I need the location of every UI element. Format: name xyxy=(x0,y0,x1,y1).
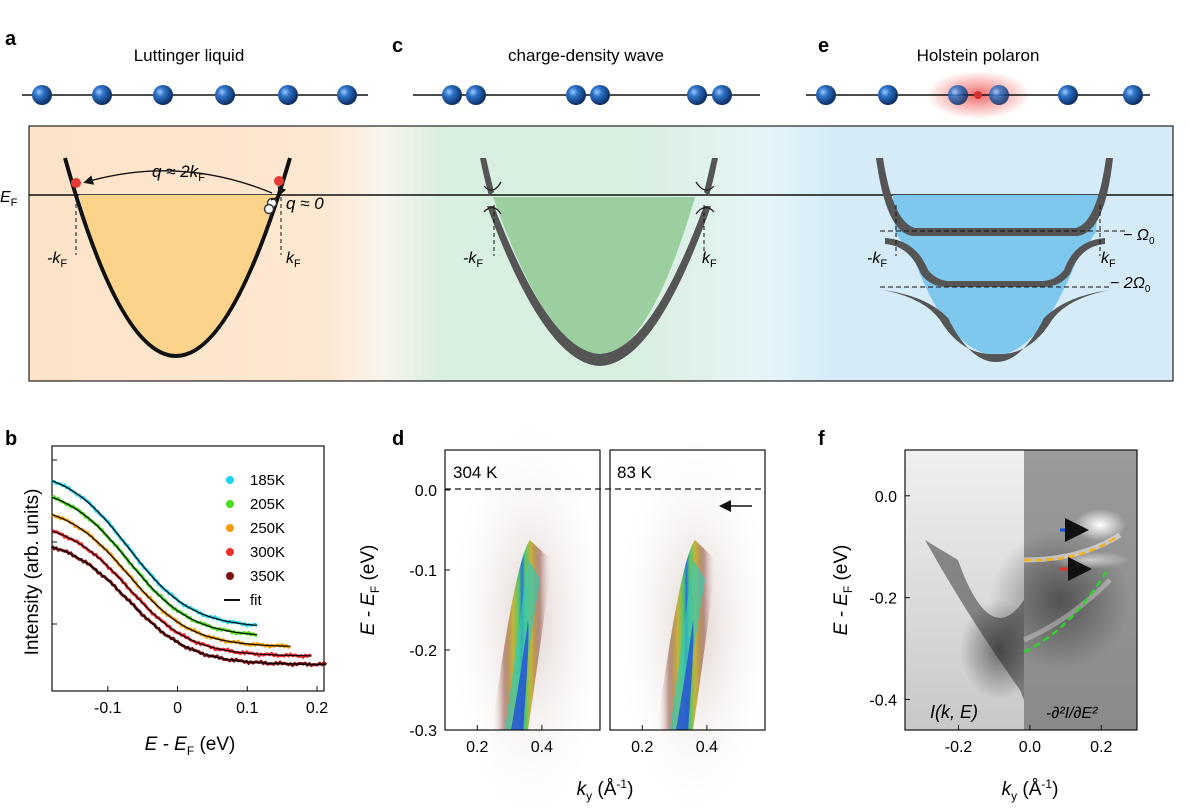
chart-f-label-right: -∂²I/∂E² xyxy=(1046,705,1098,722)
kf-left-e: -kF xyxy=(867,250,887,270)
title-polaron: Holstein polaron xyxy=(917,46,1040,65)
omega-label-1: − Ω0 xyxy=(1123,227,1155,247)
legend-label-205K: 205K xyxy=(250,496,285,513)
panel-letter-c: c xyxy=(392,35,403,57)
chart-b-ylabel: Intensity (arb. units) xyxy=(22,489,43,656)
edc-fit-205K xyxy=(51,496,258,636)
chart-f: 0.0 -0.2 -0.4 -0.2 0.0 0.2 xyxy=(869,449,1138,756)
polaron-dispersion xyxy=(876,158,1125,362)
legend-label-350K: 350K xyxy=(250,568,285,585)
kf-right-c: kF xyxy=(702,250,717,270)
atom-chain-luttinger xyxy=(22,85,368,105)
chart-b-legend: 185K 205K 250K 300K 350K fit xyxy=(224,472,285,609)
edc-fit-185K xyxy=(51,480,258,626)
legend-marker-300K xyxy=(226,548,234,556)
chart-d-temp-right: 83 K xyxy=(617,463,653,482)
chart-f-xticks: -0.2 0.0 0.2 xyxy=(945,725,1113,756)
chart-f-ytick-label: 0.0 xyxy=(875,489,897,506)
legend-marker-350K xyxy=(226,572,234,580)
edc-fit-300K xyxy=(51,530,312,657)
chart-b-xtick-label: 0.2 xyxy=(306,700,328,717)
legend-label-300K: 300K xyxy=(250,544,285,561)
q-zero-label: q ≈ 0 xyxy=(286,194,324,213)
chart-b-xtick-label: 0.1 xyxy=(236,700,258,717)
atom-chain-polaron xyxy=(806,71,1150,119)
chart-f-xtick-label: 0.0 xyxy=(1019,739,1041,756)
cdw-dispersion xyxy=(480,158,718,366)
chart-d-ytick-label: -0.3 xyxy=(409,723,437,740)
chart-f-green-dash xyxy=(1023,571,1108,654)
chart-f-ytick-label: -0.2 xyxy=(869,591,897,608)
chart-d-xtick-label: 0.4 xyxy=(531,739,553,756)
chart-d-yticks: 0.0 -0.1 -0.2 -0.3 xyxy=(409,483,450,740)
title-luttinger: Luttinger liquid xyxy=(134,46,245,65)
chart-d-xticks: 0.2 0.4 0.2 0.4 xyxy=(466,725,718,756)
panel-letter-d: d xyxy=(392,428,404,450)
chart-f-yticks: 0.0 -0.2 -0.4 xyxy=(869,489,910,709)
q-2kf-label: q ≈ 2kF xyxy=(152,162,205,184)
chart-d-ytick-label: -0.2 xyxy=(409,643,437,660)
chart-d-xlabel: ky (Å-1) xyxy=(577,777,634,803)
luttinger-dispersion xyxy=(63,157,292,359)
chart-f-xtick-label: 0.2 xyxy=(1090,739,1112,756)
chart-d: 0.0 -0.1 -0.2 -0.3 0.2 0.4 0.2 0.4 xyxy=(409,420,773,809)
chart-b-series xyxy=(50,479,328,668)
atom-chain-cdw xyxy=(413,85,760,105)
panel-letter-e: e xyxy=(818,35,829,57)
chart-b-xlabel: E - EF (eV) xyxy=(145,734,236,758)
chart-b-frame xyxy=(51,445,325,692)
panel-letter-f: f xyxy=(818,428,825,450)
legend-label-250K: 250K xyxy=(250,520,285,537)
chart-d-xtick-label: 0.4 xyxy=(696,739,718,756)
panel-letter-b: b xyxy=(5,428,17,450)
chart-f-ytick-label: -0.4 xyxy=(869,692,897,709)
panel-letter-a: a xyxy=(5,28,17,50)
legend-marker-250K xyxy=(226,524,234,532)
chart-d-xtick-label: 0.2 xyxy=(466,739,488,756)
chart-b-yticks xyxy=(52,459,57,625)
ef-label: EF xyxy=(0,189,18,209)
chart-f-xlabel: ky (Å-1) xyxy=(1002,777,1059,803)
chart-d-xtick-label: 0.2 xyxy=(631,739,653,756)
chart-b-xticks: -0.1 0 0.1 0.2 xyxy=(94,686,328,717)
kf-right-a: kF xyxy=(286,250,301,270)
legend-fit-label: fit xyxy=(250,592,263,609)
kf-left-c: -kF xyxy=(463,250,483,270)
chart-b-xtick-label: 0 xyxy=(173,700,182,717)
chart-b-xtick-label: -0.1 xyxy=(94,700,122,717)
legend-marker-185K xyxy=(226,476,234,484)
edc-fit-250K xyxy=(51,514,291,647)
kf-left-a: -kF xyxy=(47,250,67,270)
chart-d-ytick-label: 0.0 xyxy=(415,483,437,500)
legend-marker-205K xyxy=(226,500,234,508)
kf-right-e: kF xyxy=(1101,250,1116,270)
chart-f-xtick-label: -0.2 xyxy=(945,739,973,756)
chart-d-ytick-label: -0.1 xyxy=(409,563,437,580)
omega-label-2: − 2Ω0 xyxy=(1110,275,1151,295)
chart-f-ylabel: E - EF (eV) xyxy=(831,545,855,636)
chart-f-label-left: I(k, E) xyxy=(930,702,978,722)
chart-b: 185K 205K 250K 300K 350K fit -0.1 0 0.1 0.2 xyxy=(50,445,328,717)
chart-d-temp-left: 304 K xyxy=(453,463,498,482)
edc-fit-350K xyxy=(51,546,327,666)
chart-d-ylabel: E - EF (eV) xyxy=(358,545,382,636)
title-cdw: charge-density wave xyxy=(508,46,664,65)
legend-label-185K: 185K xyxy=(250,472,285,489)
